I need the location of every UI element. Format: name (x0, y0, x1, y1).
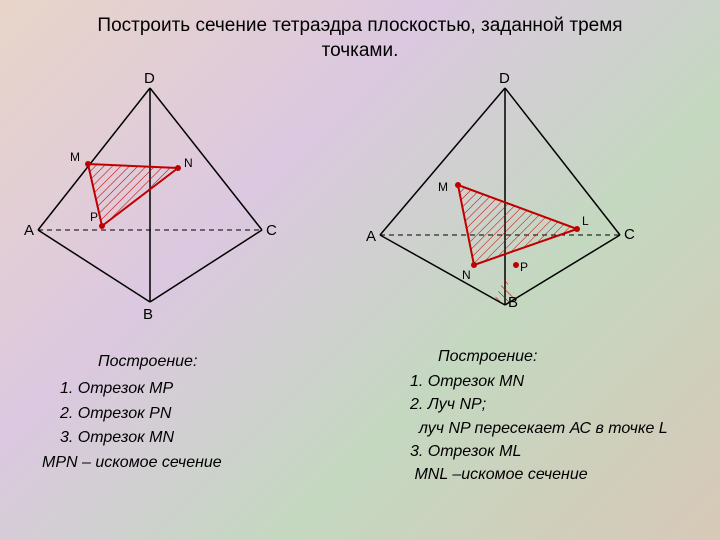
label-P-left: P (90, 210, 98, 224)
label-P-right: P (520, 260, 528, 274)
diagram-left: D A B C M N P (30, 70, 290, 320)
tetra-left-svg (30, 70, 290, 320)
label-M-right: M (438, 180, 448, 194)
label-L-right: L (582, 214, 589, 228)
steps-right-2b: луч NP пересекает АС в точке L (410, 417, 668, 440)
steps-left-1: 1. Отрезок MP (60, 377, 222, 402)
label-A-right: A (366, 228, 376, 245)
steps-right-2: 2. Луч NP; (410, 393, 668, 416)
label-D-right: D (499, 70, 510, 87)
label-M-left: M (70, 150, 80, 164)
page-title: Построить сечение тетраэдра плоскостью, … (0, 14, 720, 63)
label-N-right: N (462, 268, 471, 282)
label-A-left: A (24, 222, 34, 239)
steps-left-heading: Построение: (60, 350, 222, 375)
label-N-left: N (184, 156, 193, 170)
label-C-left: C (266, 222, 277, 239)
label-D-left: D (144, 70, 155, 87)
title-line-1: Построить сечение тетраэдра плоскостью, … (97, 15, 622, 36)
steps-right-heading: Построение: (410, 345, 668, 368)
steps-left-3: 3. Отрезок MN (60, 426, 222, 451)
label-B-right: B (508, 294, 518, 311)
steps-left-2: 2. Отрезок PN (60, 402, 222, 427)
label-C-right: C (624, 226, 635, 243)
title-line-2: точками. (322, 40, 399, 61)
tetra-right-svg (370, 70, 640, 325)
steps-right: Построение: 1. Отрезок MN 2. Луч NP; луч… (410, 345, 668, 486)
steps-right-conclusion: MNL –искомое сечение (410, 463, 668, 486)
label-B-left: B (143, 306, 153, 323)
steps-right-3: 3. Отрезок ML (410, 440, 668, 463)
diagram-right: D A B C M N P L (370, 70, 640, 320)
steps-right-1: 1. Отрезок MN (410, 370, 668, 393)
steps-left-conclusion: MPN – искомое сечение (42, 451, 222, 476)
steps-left: Построение: 1. Отрезок MP 2. Отрезок PN … (60, 350, 222, 476)
